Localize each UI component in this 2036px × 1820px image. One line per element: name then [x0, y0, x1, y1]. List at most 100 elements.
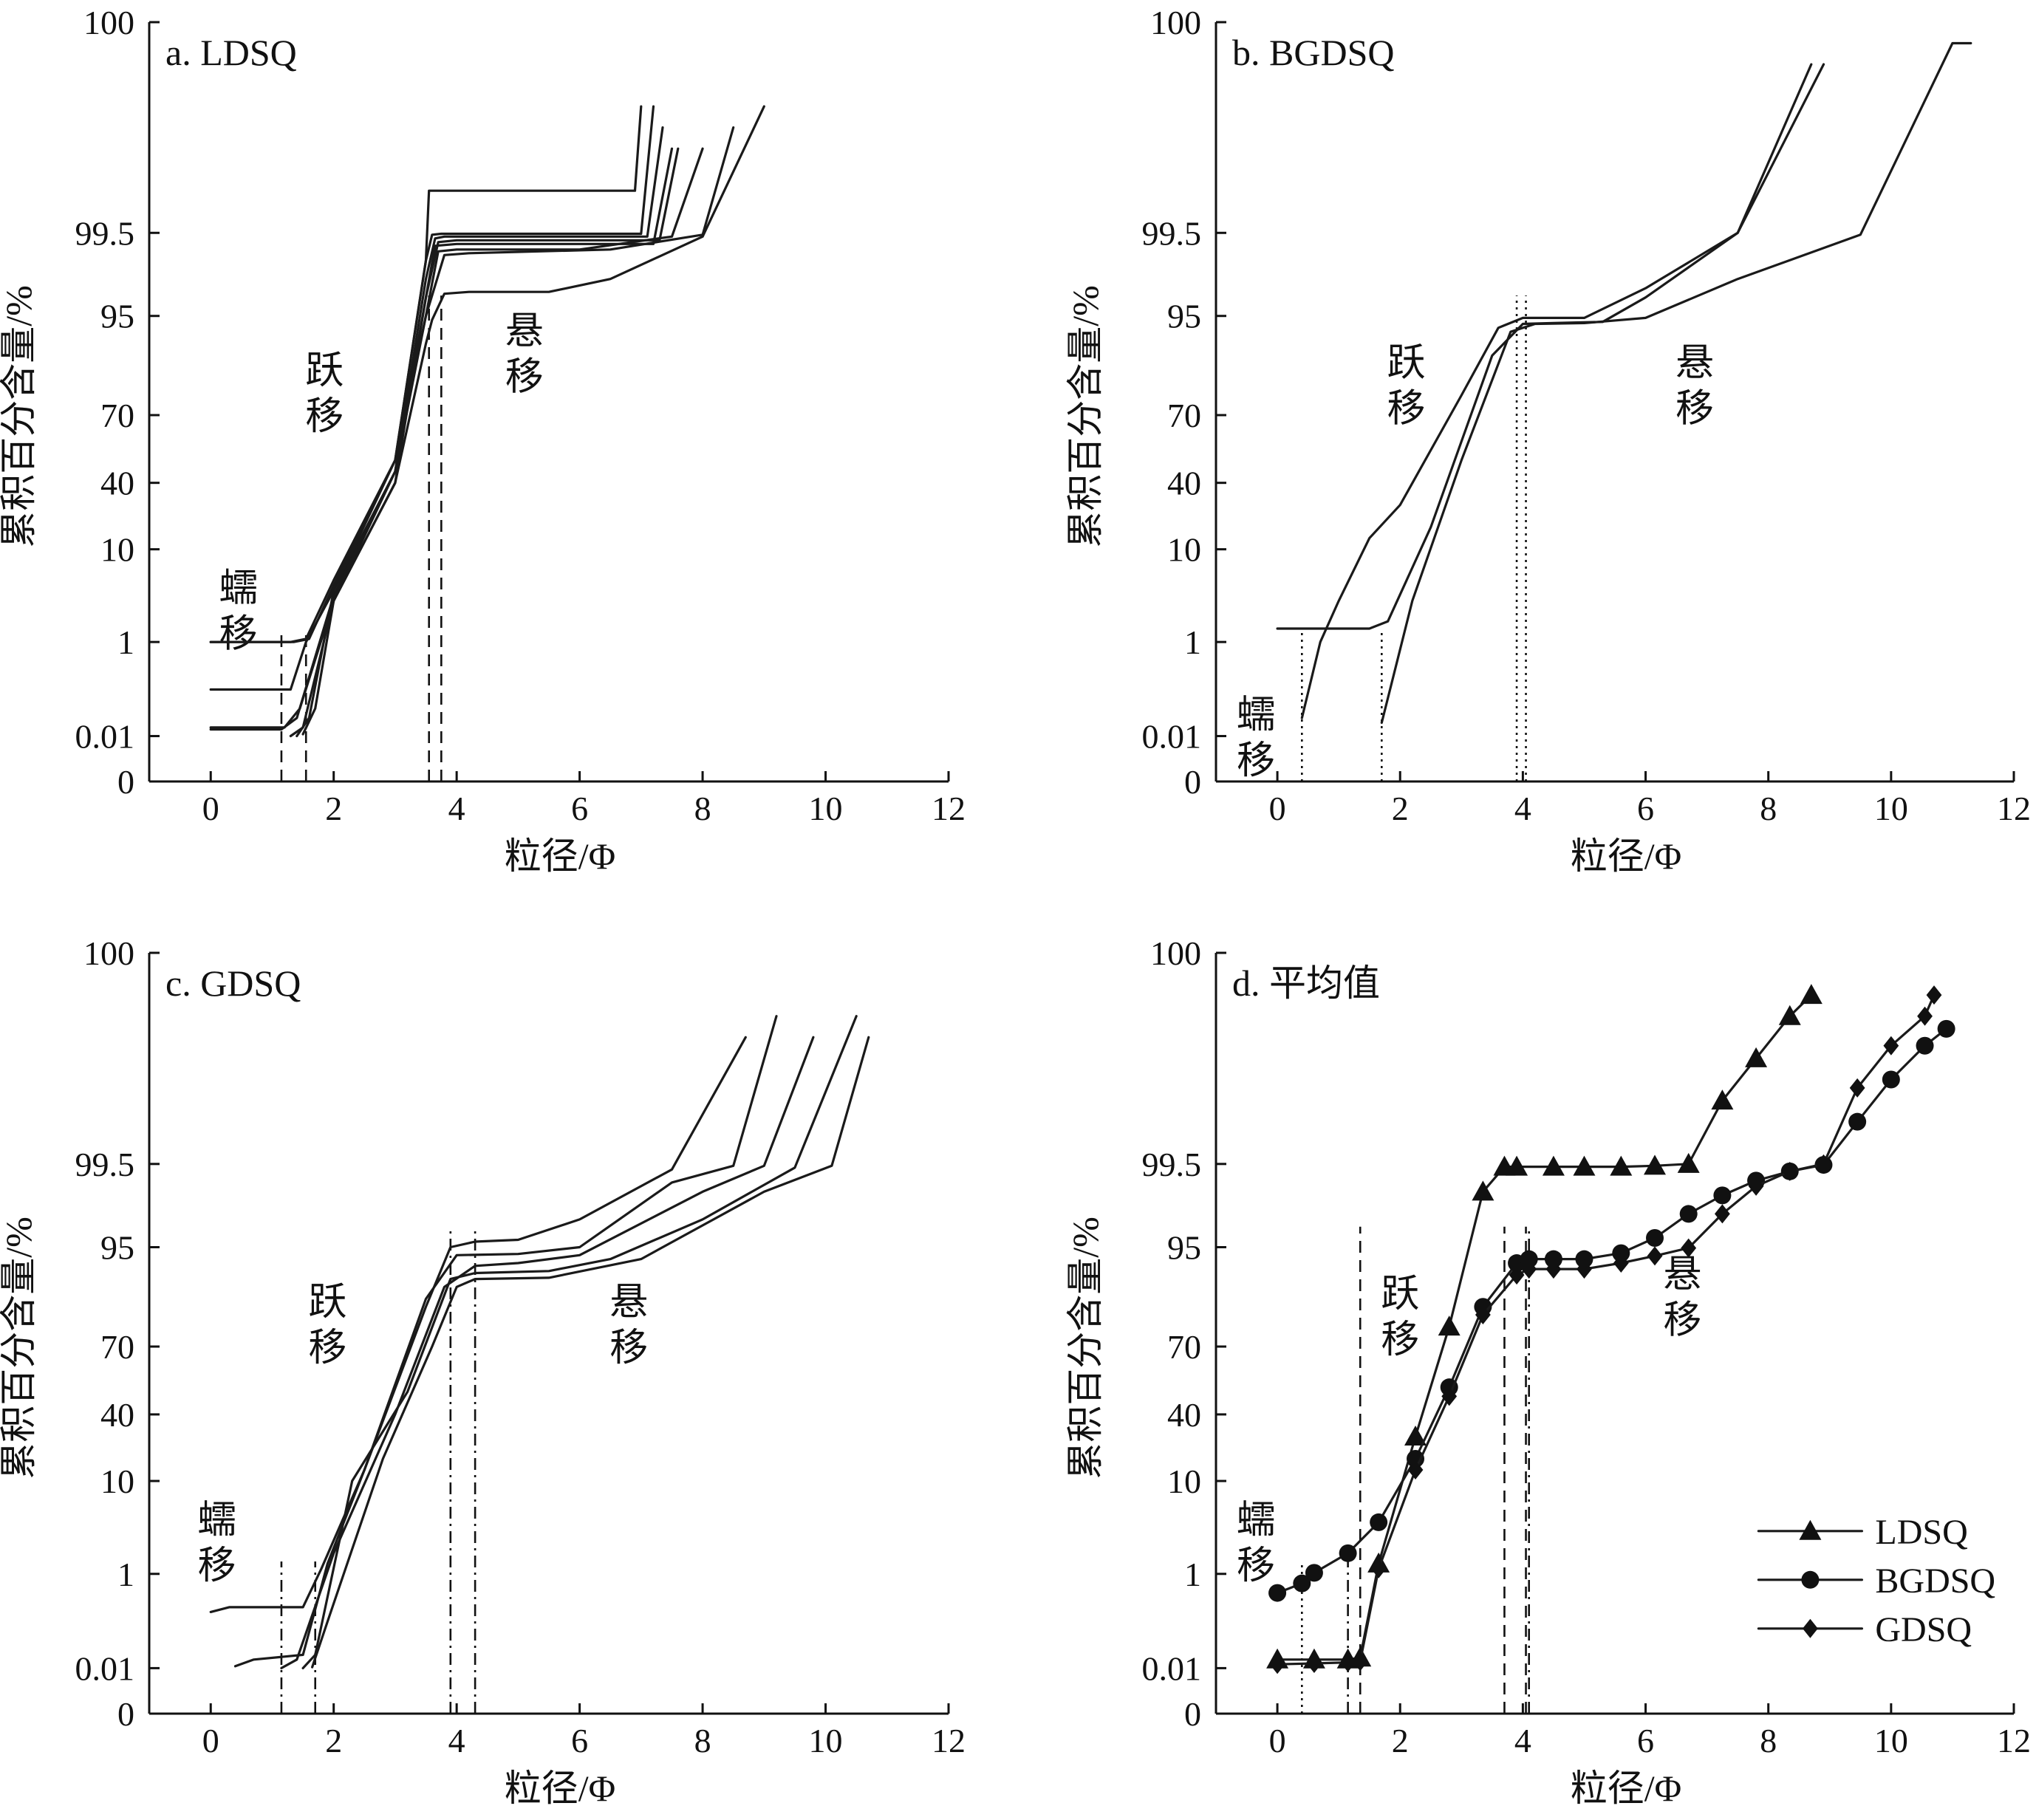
x-tick-label: 8: [694, 790, 711, 827]
data-point: [1711, 1089, 1734, 1110]
y-tick-label: 0: [1184, 763, 1201, 801]
legend-item: BGDSQ: [1757, 1561, 1995, 1601]
x-tick-label: 2: [1392, 1722, 1409, 1759]
data-point: [1782, 1161, 1798, 1181]
region-label: 跃移: [1381, 1273, 1419, 1361]
y-tick-label: 95: [1167, 1229, 1201, 1267]
x-tick-label: 4: [1514, 790, 1531, 827]
region-label: 悬移: [505, 310, 544, 398]
y-tick-label: 70: [1167, 397, 1201, 434]
data-point: [1407, 1460, 1424, 1480]
data-point: [1339, 1544, 1357, 1562]
y-tick-label: 70: [1167, 1328, 1201, 1366]
data-point: [1370, 1513, 1388, 1531]
x-tick-label: 12: [1997, 790, 2031, 827]
chart-title: c. GDSQ: [165, 962, 301, 1004]
x-tick-label: 10: [809, 790, 843, 827]
x-tick-label: 10: [1874, 1722, 1908, 1759]
y-tick-label: 40: [1167, 465, 1201, 502]
legend-marker: [1801, 1570, 1820, 1589]
data-point: [1306, 1653, 1322, 1673]
chart-panel-3: 0 2 4 6 8 10 12 0 0.01 1 10 40 70 95 99.5 100 粒径/Φ 累积百分含量…: [0, 934, 966, 1809]
series-line-1: [209, 1036, 747, 1613]
data-point: [1475, 1304, 1491, 1324]
x-tick-label: 12: [932, 790, 966, 827]
chart-panel-1: 0 2 4 6 8 10 12 0 0.01 1 10 40 70 95 99.5 100 粒径/Φ 累积百分含量…: [0, 4, 966, 877]
x-tick-label: 10: [809, 1722, 843, 1759]
data-point: [1849, 1078, 1865, 1098]
x-axis-label: 粒径/Φ: [1571, 835, 1681, 877]
y-tick-label: 100: [83, 934, 134, 972]
y-axis-label: 累积百分含量/%: [0, 285, 39, 548]
y-tick-label: 95: [1167, 298, 1201, 335]
y-axis-label: 累积百分含量/%: [0, 1217, 39, 1479]
series-line-7: [296, 126, 735, 738]
legend-label: LDSQ: [1875, 1513, 1967, 1552]
y-tick-label: 1: [1184, 623, 1201, 661]
data-point: [1882, 1070, 1900, 1089]
data-point: [1916, 1036, 1934, 1055]
data-point: [1681, 1238, 1697, 1258]
y-tick-label: 0.01: [1142, 1649, 1202, 1687]
data-point: [1441, 1386, 1458, 1406]
data-point: [1542, 1155, 1565, 1176]
data-point: [1576, 1259, 1592, 1279]
data-point: [1545, 1259, 1562, 1279]
x-tick-label: 2: [325, 790, 342, 827]
data-point: [1612, 1244, 1630, 1262]
region-label: 蠕移: [1237, 1499, 1275, 1587]
data-point: [1714, 1204, 1730, 1224]
y-tick-label: 100: [1150, 934, 1201, 972]
y-tick-label: 40: [100, 1396, 134, 1434]
series-line-2: [1300, 63, 1813, 719]
data-point: [1544, 1250, 1562, 1268]
data-point: [1305, 1564, 1323, 1582]
data-point: [1748, 1176, 1764, 1196]
x-tick-label: 8: [694, 1722, 711, 1759]
data-point: [1472, 1180, 1494, 1201]
y-axis-label: 累积百分含量/%: [1065, 285, 1106, 548]
data-point: [1713, 1186, 1732, 1205]
data-point: [1340, 1652, 1356, 1672]
region-label: 悬移: [1663, 1253, 1701, 1341]
chart-title: b. BGDSQ: [1232, 32, 1394, 73]
x-axis-label: 粒径/Φ: [505, 1768, 615, 1809]
y-tick-label: 99.5: [75, 1146, 135, 1183]
series-line-1: [209, 105, 643, 643]
data-point: [1404, 1425, 1427, 1446]
data-point: [1778, 1005, 1801, 1025]
region-label: 跃移: [308, 1282, 346, 1369]
y-tick-label: 1: [117, 623, 134, 661]
x-axis-label: 粒径/Φ: [1571, 1768, 1681, 1809]
y-tick-label: 0.01: [75, 1649, 135, 1687]
series-line-2: [233, 1015, 778, 1668]
x-tick-label: 10: [1874, 790, 1908, 827]
data-point: [1610, 1155, 1633, 1176]
x-tick-label: 8: [1760, 790, 1777, 827]
chart-title: d. 平均值: [1232, 962, 1380, 1004]
region-label: 蠕移: [198, 1499, 236, 1587]
legend-item: GDSQ: [1757, 1610, 1972, 1649]
x-tick-label: 4: [448, 790, 465, 827]
x-tick-label: 6: [571, 1722, 588, 1759]
region-label: 悬移: [1675, 342, 1714, 430]
legend-marker: [1803, 1618, 1818, 1638]
data-point: [1520, 1250, 1538, 1268]
region-label: 蠕移: [1237, 694, 1275, 782]
data-point: [1575, 1250, 1593, 1268]
series-line-2: [209, 105, 655, 643]
region-label: 悬移: [609, 1282, 648, 1369]
data-point: [1677, 1152, 1700, 1173]
y-tick-label: 10: [100, 1462, 134, 1500]
data-point: [1268, 1584, 1287, 1602]
legend-label: GDSQ: [1875, 1610, 1972, 1649]
data-point: [1352, 1652, 1368, 1672]
series-line-1: [1276, 993, 1813, 1661]
series-line-3: [280, 1036, 815, 1669]
y-tick-label: 0.01: [75, 718, 135, 756]
x-tick-label: 0: [1269, 790, 1286, 827]
x-tick-label: 0: [202, 1722, 219, 1759]
data-point: [1438, 1316, 1461, 1336]
x-axis-label: 粒径/Φ: [505, 835, 615, 877]
data-point: [1509, 1265, 1525, 1285]
